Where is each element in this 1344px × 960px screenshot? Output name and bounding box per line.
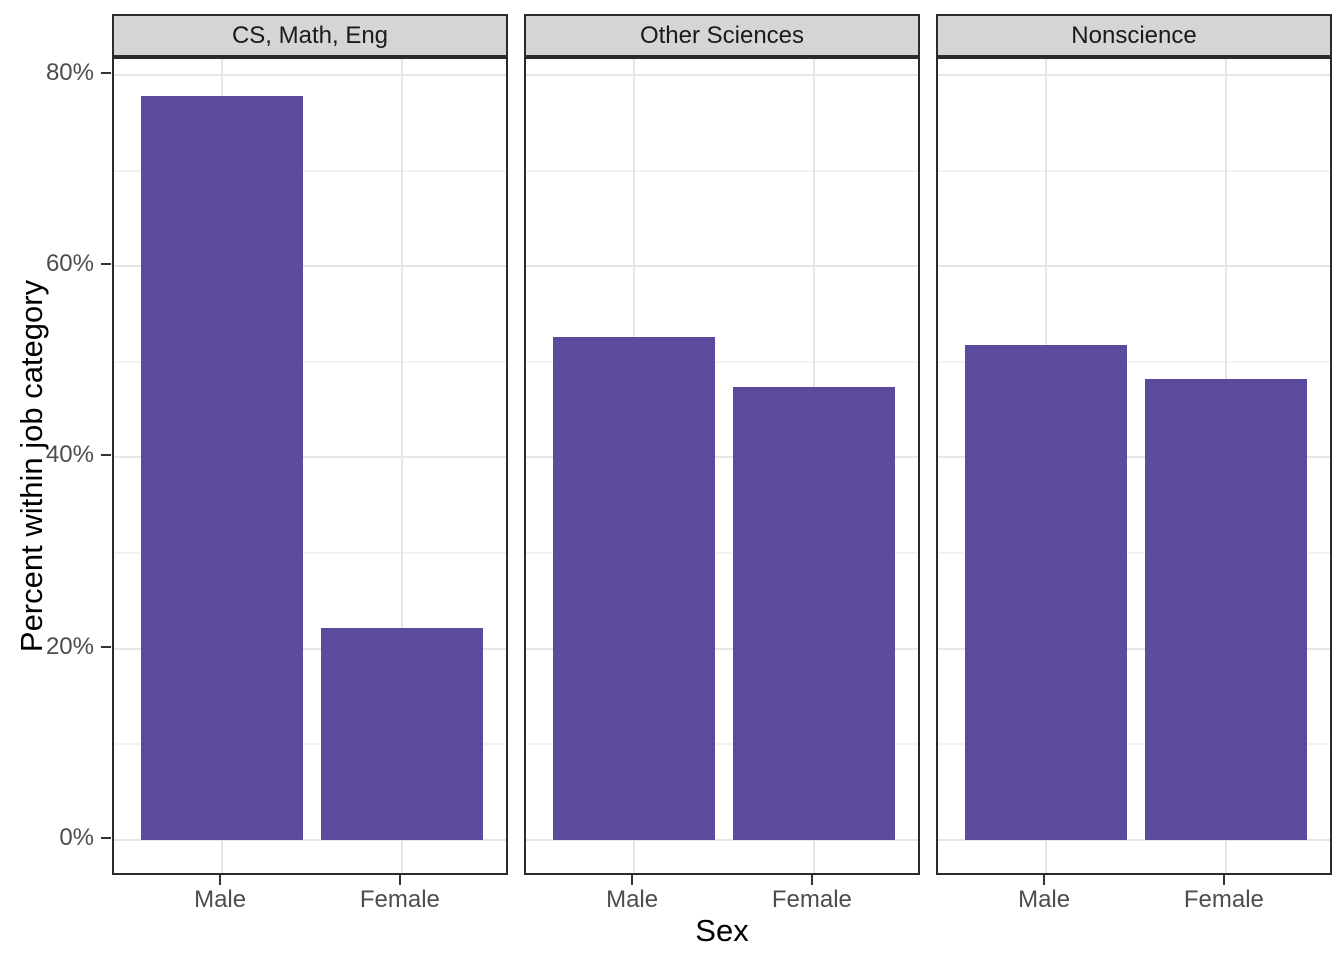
gridline-major — [938, 74, 1330, 77]
x-tick — [398, 875, 401, 885]
gridline-major — [526, 838, 918, 841]
facet-strip: Other Sciences — [524, 14, 920, 57]
x-tick-label: Male — [194, 886, 247, 913]
gridline-major — [114, 74, 506, 77]
gridline-major — [526, 456, 918, 459]
gridline-minor — [526, 743, 918, 746]
gridline-major — [114, 265, 506, 268]
bar-male — [965, 344, 1128, 840]
facet-panel — [524, 57, 920, 875]
gridline-minor — [114, 743, 506, 746]
bar-male — [141, 96, 304, 840]
gridline-major — [114, 456, 506, 459]
gridline-minor — [938, 743, 1330, 746]
bar-female — [732, 386, 895, 840]
y-tick — [101, 836, 111, 839]
x-tick-label: Male — [606, 886, 659, 913]
bar-female — [320, 627, 483, 840]
gridline-major — [938, 265, 1330, 268]
gridline-major — [938, 838, 1330, 841]
y-tick — [101, 645, 111, 648]
facet-panel — [936, 57, 1332, 875]
x-tick-label: Female — [771, 886, 852, 913]
y-tick-label: 80% — [45, 59, 94, 87]
facet-panel — [112, 57, 508, 875]
x-tick-label: Male — [1018, 886, 1071, 913]
facet-strip-label: CS, Math, Eng — [231, 22, 389, 49]
gridline-minor — [526, 360, 918, 363]
x-tick-label: Female — [359, 886, 440, 913]
x-tick-label: Female — [1183, 886, 1264, 913]
y-tick — [101, 263, 111, 266]
y-tick — [101, 454, 111, 457]
y-tick-label: 40% — [45, 441, 94, 469]
x-tick — [1222, 875, 1225, 885]
gridline-minor — [938, 169, 1330, 172]
facet-strip-label: Other Sciences — [639, 22, 805, 49]
gridline-minor — [526, 552, 918, 555]
facet-strip-label: Nonscience — [1071, 22, 1197, 49]
y-tick-label: 0% — [59, 823, 94, 851]
x-tick — [1043, 875, 1046, 885]
y-tick-label: 20% — [45, 632, 94, 660]
gridline-major — [938, 456, 1330, 459]
bar-female — [1144, 379, 1307, 840]
y-tick — [101, 72, 111, 75]
x-axis-title: Sex — [695, 913, 749, 948]
x-tick — [631, 875, 634, 885]
gridline-major — [938, 647, 1330, 650]
bar-male — [553, 337, 716, 840]
gridline-minor — [938, 360, 1330, 363]
gridline-minor — [938, 552, 1330, 555]
gridline-minor — [114, 169, 506, 172]
gridline-category — [400, 59, 403, 873]
facet-strip: Nonscience — [936, 14, 1332, 57]
gridline-major — [114, 647, 506, 650]
gridline-major — [526, 647, 918, 650]
gridline-minor — [114, 552, 506, 555]
x-tick — [810, 875, 813, 885]
x-tick — [219, 875, 222, 885]
gridline-major — [526, 74, 918, 77]
gridline-minor — [526, 169, 918, 172]
gridline-minor — [114, 360, 506, 363]
y-tick-label: 60% — [45, 250, 94, 278]
facet-strip: CS, Math, Eng — [112, 14, 508, 57]
gridline-major — [526, 265, 918, 268]
gridline-major — [114, 838, 506, 841]
